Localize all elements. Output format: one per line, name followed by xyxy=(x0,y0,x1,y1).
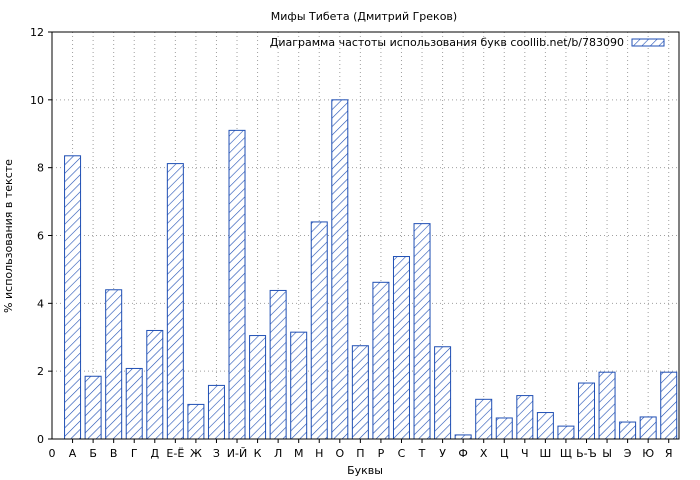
bar xyxy=(392,256,410,440)
x-axis-label: Буквы xyxy=(347,464,383,477)
x-tick-label: Р xyxy=(378,447,385,460)
bar xyxy=(290,331,308,440)
legend-label: Диаграмма частоты использования букв coo… xyxy=(270,36,624,49)
bar xyxy=(187,403,205,440)
bar xyxy=(146,329,164,440)
bar xyxy=(105,289,123,440)
x-tick-label: Г xyxy=(131,447,138,460)
y-tick-label: 4 xyxy=(37,297,44,310)
bar xyxy=(557,425,575,440)
x-tick-label: Х xyxy=(480,447,488,460)
bar xyxy=(516,395,534,440)
bar xyxy=(351,345,369,440)
bars xyxy=(64,99,678,440)
x-tick-label: К xyxy=(254,447,262,460)
x-tick-labels: 0 А Б В Г Д Е-Ё Ж З И-Й К Л М Н О П Р С Т У Ф Х Ц Ч Ш Щ Ь-Ъ Ы Э Ю Я xyxy=(49,439,673,460)
bar xyxy=(413,223,431,440)
x-tick-label: В xyxy=(110,447,118,460)
x-tick-label: Л xyxy=(274,447,282,460)
bar xyxy=(64,155,82,440)
y-tick-label: 12 xyxy=(30,26,44,39)
x-tick-label: Д xyxy=(150,447,159,460)
x-tick-label: С xyxy=(398,447,406,460)
bar xyxy=(598,371,616,440)
x-tick-label: Ж xyxy=(190,447,202,460)
y-axis-label: % использования в тексте xyxy=(2,159,15,313)
bar xyxy=(495,417,513,440)
y-tick-label: 6 xyxy=(37,230,44,243)
bar xyxy=(619,421,637,440)
y-tick-label: 2 xyxy=(37,365,44,378)
x-tick-label: Ч xyxy=(521,447,529,460)
x-tick-label: Щ xyxy=(560,447,572,460)
x-tick-label: Я xyxy=(665,447,673,460)
legend: Диаграмма частоты использования букв coo… xyxy=(270,36,665,49)
bar xyxy=(475,398,493,440)
legend-swatch xyxy=(631,38,665,47)
x-tick-label: Ы xyxy=(602,447,612,460)
x-tick-label: Ш xyxy=(539,447,551,460)
y-tick-label: 8 xyxy=(37,162,44,175)
x-tick-label: Ф xyxy=(458,447,467,460)
x-tick-label: М xyxy=(294,447,304,460)
bar xyxy=(84,375,102,440)
bar xyxy=(372,281,390,440)
bar xyxy=(166,163,184,440)
bar xyxy=(660,371,678,440)
bar xyxy=(454,434,472,440)
bar xyxy=(536,412,554,440)
x-tick-label: Е-Ё xyxy=(166,447,184,460)
x-tick-label: Н xyxy=(315,447,323,460)
x-tick-label: Ц xyxy=(500,447,509,460)
bar xyxy=(228,129,246,440)
x-tick-label: 0 xyxy=(49,447,56,460)
bar xyxy=(125,367,143,440)
bar xyxy=(577,382,595,440)
x-tick-label: У xyxy=(439,447,446,460)
plot-frame xyxy=(51,31,680,440)
bar xyxy=(269,289,287,440)
chart-title: Мифы Тибета (Дмитрий Греков) xyxy=(271,10,457,23)
bar xyxy=(310,221,328,440)
x-tick-label: П xyxy=(356,447,364,460)
bar xyxy=(639,416,657,440)
x-tick-label: О xyxy=(335,447,344,460)
x-tick-label: Ю xyxy=(642,447,654,460)
bar xyxy=(249,335,267,440)
y-tick-label: 0 xyxy=(37,433,44,446)
x-tick-label: И-Й xyxy=(227,447,247,460)
x-tick-label: А xyxy=(69,447,77,460)
x-tick-label: Б xyxy=(89,447,97,460)
bar xyxy=(207,384,225,440)
y-tick-label: 10 xyxy=(30,94,44,107)
x-tick-label: Ь-Ъ xyxy=(576,447,597,460)
bar xyxy=(434,346,452,440)
y-tick-labels: 0 2 4 6 8 10 12 xyxy=(30,26,52,446)
x-tick-label: З xyxy=(213,447,220,460)
x-tick-label: Т xyxy=(418,447,426,460)
bar xyxy=(331,99,349,440)
x-tick-label: Э xyxy=(624,447,632,460)
